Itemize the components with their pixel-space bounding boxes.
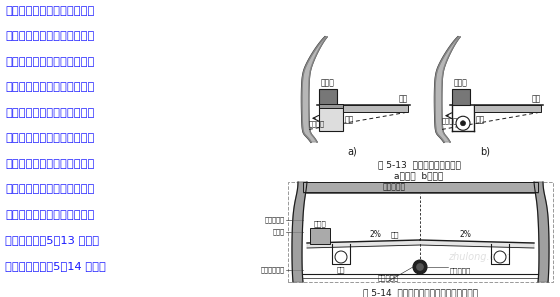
- Bar: [288, 182, 553, 282]
- Text: 排水暗管: 排水暗管: [309, 120, 325, 127]
- Text: 暗沟: 暗沟: [345, 115, 354, 124]
- Text: 模筑混凝土: 模筑混凝土: [382, 182, 405, 191]
- Text: a): a): [348, 147, 357, 157]
- Text: 2%: 2%: [459, 230, 471, 239]
- Circle shape: [335, 251, 347, 263]
- Text: 沟两种，如图5－13 所示。: 沟两种，如图5－13 所示。: [5, 236, 99, 246]
- Bar: [319, 104, 343, 108]
- Text: 中心排水管: 中心排水管: [450, 268, 472, 274]
- Text: 电缆槽: 电缆槽: [454, 78, 468, 87]
- Text: 议设置中心水沟，它除了能引: 议设置中心水沟，它除了能引: [5, 108, 95, 118]
- Circle shape: [460, 121, 465, 126]
- Text: 明沟: 明沟: [337, 266, 346, 273]
- Text: 图 5-13  公路隧道侧边沟形式: 图 5-13 公路隧道侧边沟形式: [377, 160, 460, 169]
- Text: 排衬砌背后的地下水外，还可: 排衬砌背后的地下水外，还可: [5, 133, 95, 143]
- Circle shape: [416, 263, 424, 271]
- Polygon shape: [292, 182, 307, 282]
- Text: 明沟: 明沟: [476, 115, 486, 124]
- Circle shape: [456, 116, 470, 130]
- Bar: [343, 105, 408, 112]
- Text: 电缆槽: 电缆槽: [321, 78, 335, 87]
- Polygon shape: [534, 182, 549, 282]
- Text: b): b): [480, 147, 491, 157]
- Text: 路面: 路面: [532, 94, 541, 103]
- Bar: [319, 105, 343, 131]
- Text: 路面污水，其形式有明沟与暗: 路面污水，其形式有明沟与暗: [5, 210, 95, 220]
- Text: 墙背纵向盲管: 墙背纵向盲管: [261, 267, 285, 273]
- Bar: [303, 182, 538, 192]
- Bar: [310, 228, 330, 244]
- Text: 防水层: 防水层: [273, 229, 285, 235]
- Text: 有效地疏导路面底部的积水。: 有效地疏导路面底部的积水。: [5, 159, 95, 169]
- Text: 侧、中心式三种形式。除地下: 侧、中心式三种形式。除地下: [5, 31, 95, 42]
- Text: 中心排水沟如图5－14 所示。: 中心排水沟如图5－14 所示。: [5, 261, 106, 271]
- Bar: [319, 89, 337, 105]
- Bar: [474, 105, 541, 112]
- Text: 路面: 路面: [391, 231, 399, 238]
- Text: 图 5-14  公路隧道双侧排水沟与中心排水沟: 图 5-14 公路隧道双侧排水沟与中心排水沟: [363, 288, 478, 297]
- Text: a）暗沟  b）明沟: a）暗沟 b）明沟: [394, 171, 444, 180]
- Text: 路面: 路面: [399, 94, 408, 103]
- Text: 横向导水管: 横向导水管: [378, 274, 399, 281]
- Text: 电缆槽: 电缆槽: [314, 220, 326, 227]
- Text: zhulong.com: zhulong.com: [447, 252, 510, 262]
- Text: 环向导水管: 环向导水管: [265, 217, 285, 223]
- Text: 隧道纵向排水沟，有单侧、双: 隧道纵向排水沟，有单侧、双: [5, 6, 95, 16]
- Polygon shape: [435, 37, 460, 142]
- Text: 而路侧边沟的作用主要是排除: 而路侧边沟的作用主要是排除: [5, 184, 95, 195]
- Bar: [452, 89, 470, 105]
- Polygon shape: [302, 37, 327, 142]
- Circle shape: [413, 260, 427, 274]
- Text: 中心水沟外，一般情况下都建: 中心水沟外，一般情况下都建: [5, 83, 95, 92]
- Circle shape: [494, 251, 506, 263]
- Text: 水量不大的中、短隧道可不设: 水量不大的中、短隧道可不设: [5, 57, 95, 67]
- Text: 2%: 2%: [369, 230, 381, 239]
- Polygon shape: [307, 240, 534, 248]
- Text: 排水暗管: 排水暗管: [442, 118, 458, 124]
